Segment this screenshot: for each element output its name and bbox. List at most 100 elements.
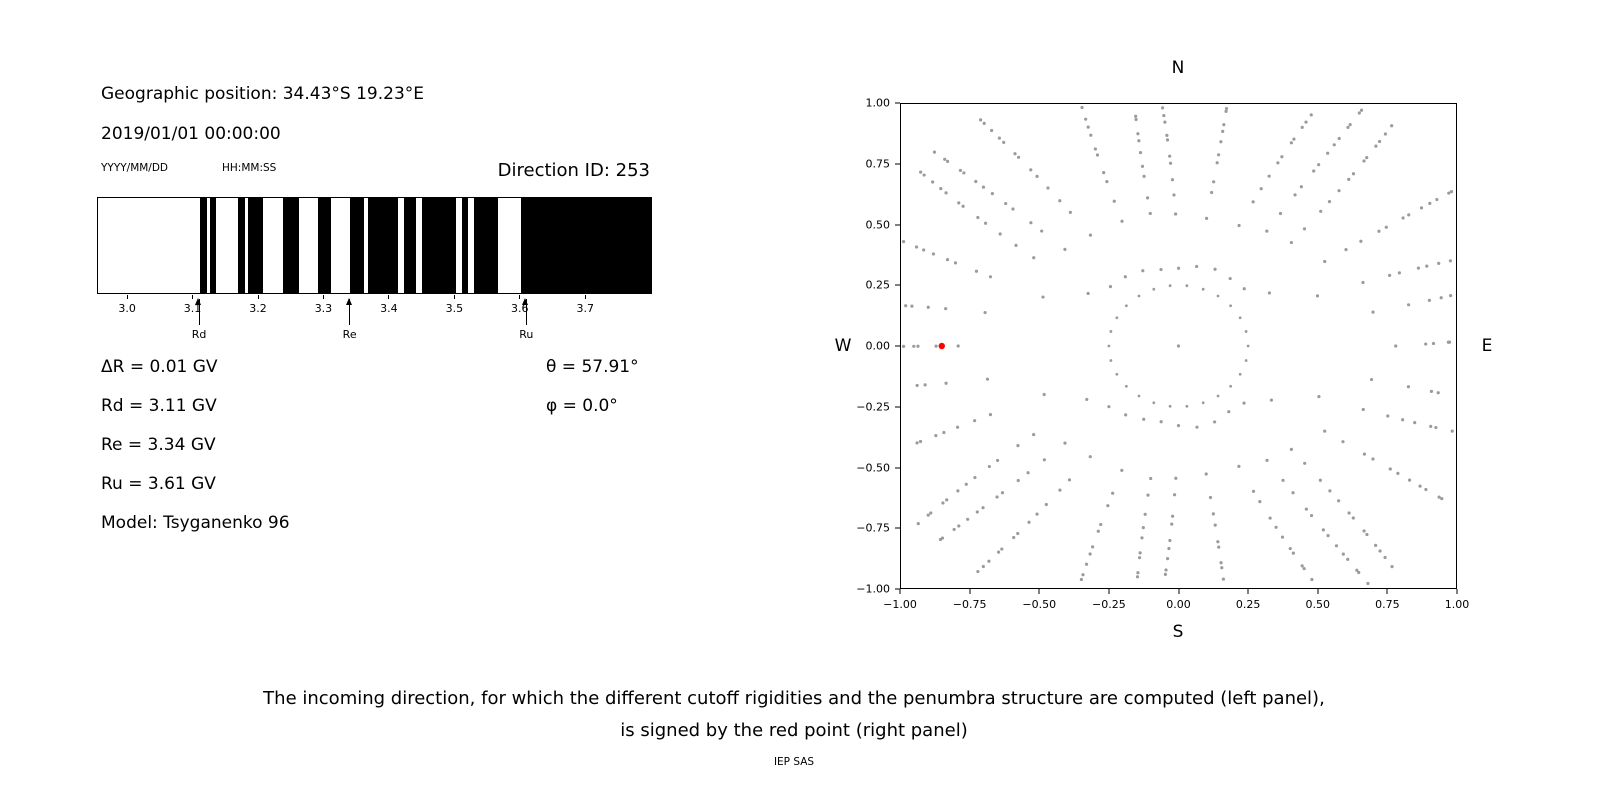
inner-ring-dot	[1137, 294, 1141, 298]
trajectory-dot	[1217, 153, 1221, 157]
penumbra-black-band	[282, 198, 299, 293]
trajectory-dot	[1293, 193, 1297, 197]
trajectory-dot	[944, 191, 948, 195]
trajectory-dot	[1431, 341, 1436, 346]
trajectory-dot	[926, 513, 930, 517]
trajectory-dot	[1213, 267, 1217, 271]
trajectory-dot	[1142, 174, 1146, 178]
trajectory-dot	[975, 510, 979, 514]
trajectory-dot	[1176, 423, 1181, 428]
trajectory-dot	[956, 489, 960, 493]
y-tick-mark	[895, 163, 900, 165]
trajectory-dot	[939, 187, 943, 191]
trajectory-dot	[1000, 547, 1004, 551]
trajectory-dot	[1204, 216, 1209, 220]
trajectory-dot	[1439, 296, 1443, 300]
trajectory-dot	[1242, 287, 1246, 291]
inner-ring-dot	[1238, 372, 1242, 376]
inner-ring-dot	[1109, 359, 1113, 362]
y-tick-mark	[895, 345, 900, 347]
trajectory-dot	[1447, 191, 1451, 195]
trajectory-dot	[1026, 471, 1030, 475]
trajectory-dot	[946, 159, 950, 163]
y-tick-label: 0.75	[865, 157, 891, 171]
trajectory-dot	[1095, 153, 1100, 157]
trajectory-dot	[1323, 429, 1327, 433]
trajectory-dot	[922, 173, 926, 177]
trajectory-dot	[915, 383, 919, 388]
trajectory-dot	[1142, 417, 1146, 421]
trajectory-dot	[1383, 132, 1388, 136]
trajectory-dot	[995, 458, 1000, 463]
trajectory-dot	[981, 506, 985, 510]
trajectory-dot	[1137, 139, 1141, 143]
trajectory-dot	[1326, 534, 1330, 538]
x-tick-label: 0.75	[1375, 598, 1400, 611]
trajectory-dot	[953, 261, 958, 265]
trajectory-dot	[1300, 125, 1304, 129]
trajectory-dot	[981, 564, 985, 569]
trajectory-dot	[1011, 207, 1015, 211]
trajectory-dot	[1224, 106, 1229, 111]
trajectory-dot	[1040, 229, 1044, 233]
trajectory-dot	[1429, 424, 1433, 428]
trajectory-dot	[998, 232, 1002, 236]
cutoff-marker-arrow-re	[345, 298, 352, 325]
trajectory-dot	[1174, 476, 1178, 480]
rd-value: Rd = 3.11 GV	[101, 396, 217, 416]
trajectory-dot	[1362, 529, 1366, 533]
incoming-direction-red-point	[938, 342, 945, 350]
trajectory-dot	[1280, 535, 1285, 539]
trajectory-dot	[983, 221, 988, 225]
trajectory-dot	[929, 511, 933, 515]
x-tick-label: −0.25	[1092, 598, 1126, 611]
trajectory-dot	[1280, 155, 1284, 159]
credit-label: IEP SAS	[773, 756, 815, 768]
trajectory-dot	[912, 344, 916, 348]
trajectory-dot	[1371, 310, 1375, 314]
trajectory-dot	[1435, 197, 1439, 202]
trajectory-dot	[985, 377, 990, 381]
inner-ring-dot	[1185, 404, 1189, 408]
trajectory-dot	[1304, 507, 1308, 511]
trajectory-dot	[1162, 113, 1166, 118]
x-tick-label: 0.00	[1166, 598, 1191, 611]
model-label: Model: Tsyganenko 96	[101, 513, 290, 533]
scatter-y-axis: 1.00 0.75 0.50 0.25 0.00 −0.25 −0.50 −0.75 −1.00	[820, 97, 900, 596]
trajectory-dot	[1237, 223, 1241, 228]
trajectory-dot	[988, 275, 993, 279]
y-tick-mark	[895, 467, 900, 468]
trajectory-dot	[976, 569, 980, 574]
trajectory-dot	[1397, 271, 1401, 275]
trajectory-dot	[1326, 151, 1330, 155]
trajectory-dot	[1044, 502, 1048, 507]
trajectory-dot	[1029, 168, 1033, 172]
trajectory-dot	[1302, 227, 1307, 231]
penumbra-x-tick-mark	[126, 295, 128, 299]
trajectory-dot	[1165, 133, 1169, 137]
penumbra-x-tick-label: 3.2	[249, 302, 267, 315]
trajectory-dot	[931, 180, 935, 184]
trajectory-dot	[1258, 500, 1262, 504]
trajectory-dot	[983, 310, 987, 315]
trajectory-dot	[1447, 340, 1452, 344]
trajectory-dot	[973, 419, 977, 423]
trajectory-dot	[1259, 187, 1263, 191]
trajectory-dot	[1355, 568, 1359, 572]
trajectory-dot	[1085, 397, 1089, 402]
trajectory-dot	[1281, 478, 1285, 482]
trajectory-dot	[1328, 489, 1332, 493]
x-tick-label: −1.00	[883, 598, 917, 611]
trajectory-dot	[952, 527, 956, 532]
trajectory-dot	[1334, 544, 1339, 548]
penumbra-black-band	[247, 198, 263, 293]
trajectory-dot	[1428, 201, 1432, 205]
trajectory-dot	[1291, 491, 1295, 495]
trajectory-dot	[1337, 136, 1341, 141]
direction-scatter-plot	[900, 103, 1457, 589]
inner-ring-dot	[1201, 401, 1205, 405]
x-tick-mark	[1456, 589, 1458, 594]
trajectory-dot	[1046, 186, 1050, 190]
trajectory-dot	[934, 433, 938, 438]
trajectory-dot	[1124, 413, 1128, 417]
